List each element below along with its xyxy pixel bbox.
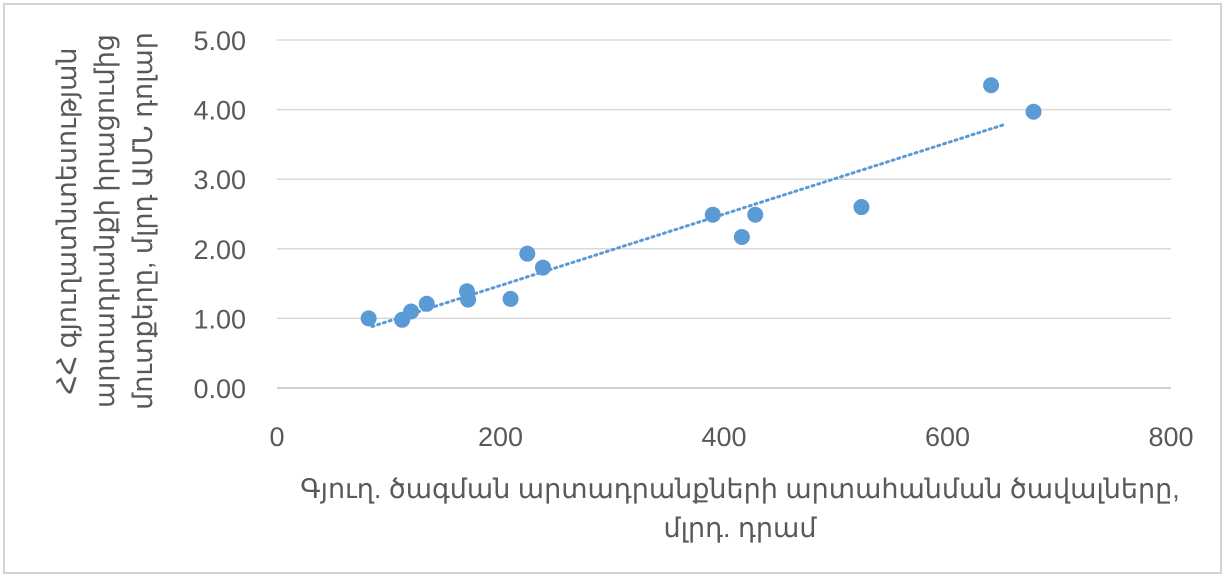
data-point — [733, 228, 750, 245]
data-point — [360, 310, 377, 327]
y-axis-title-line-1: ՀՀ գյուղատնտեսության — [52, 48, 82, 395]
x-tick-label: 800 — [1148, 422, 1193, 452]
y-tick-label: 5.00 — [193, 26, 246, 56]
x-tick-label: 600 — [925, 422, 970, 452]
y-tick-label: 4.00 — [193, 96, 246, 126]
x-tick-label: 400 — [701, 422, 746, 452]
data-point — [460, 291, 477, 308]
y-axis-title-line-2: արտադրանքի իրացումից — [90, 34, 120, 408]
gridlines — [277, 39, 1171, 320]
y-tick-label: 0.00 — [193, 374, 246, 404]
y-axis-title-line-3: մուտքերը, մլրդ ԱՄՆ դոլար — [128, 32, 158, 410]
data-point — [704, 206, 721, 223]
chart-frame — [3, 3, 1222, 574]
x-axis-title-line-1: Գյուղ. ծագման արտադրանքների արտահանման ծ… — [300, 474, 1179, 504]
data-point — [853, 199, 870, 216]
trendline-group — [370, 123, 1005, 329]
data-point — [1025, 103, 1042, 120]
data-point — [418, 295, 435, 312]
y-tick-label: 1.00 — [193, 304, 246, 334]
data-point — [502, 290, 519, 307]
y-tick-label: 2.00 — [193, 235, 246, 265]
x-axis-title-line-2: մլրդ. դրամ — [664, 513, 818, 543]
x-tick-label: 0 — [269, 422, 284, 452]
data-point — [747, 206, 764, 223]
data-point — [983, 77, 1000, 94]
trendline — [370, 123, 1005, 329]
data-point — [403, 303, 420, 320]
data-point — [534, 259, 551, 276]
y-tick-label: 3.00 — [193, 165, 246, 195]
data-point — [519, 245, 536, 262]
x-tick-labels: 0 200 400 600 800 — [269, 422, 1193, 452]
y-tick-labels: 0.00 1.00 2.00 3.00 4.00 5.00 — [193, 26, 246, 404]
x-tick-label: 200 — [478, 422, 523, 452]
data-points — [360, 77, 1042, 328]
